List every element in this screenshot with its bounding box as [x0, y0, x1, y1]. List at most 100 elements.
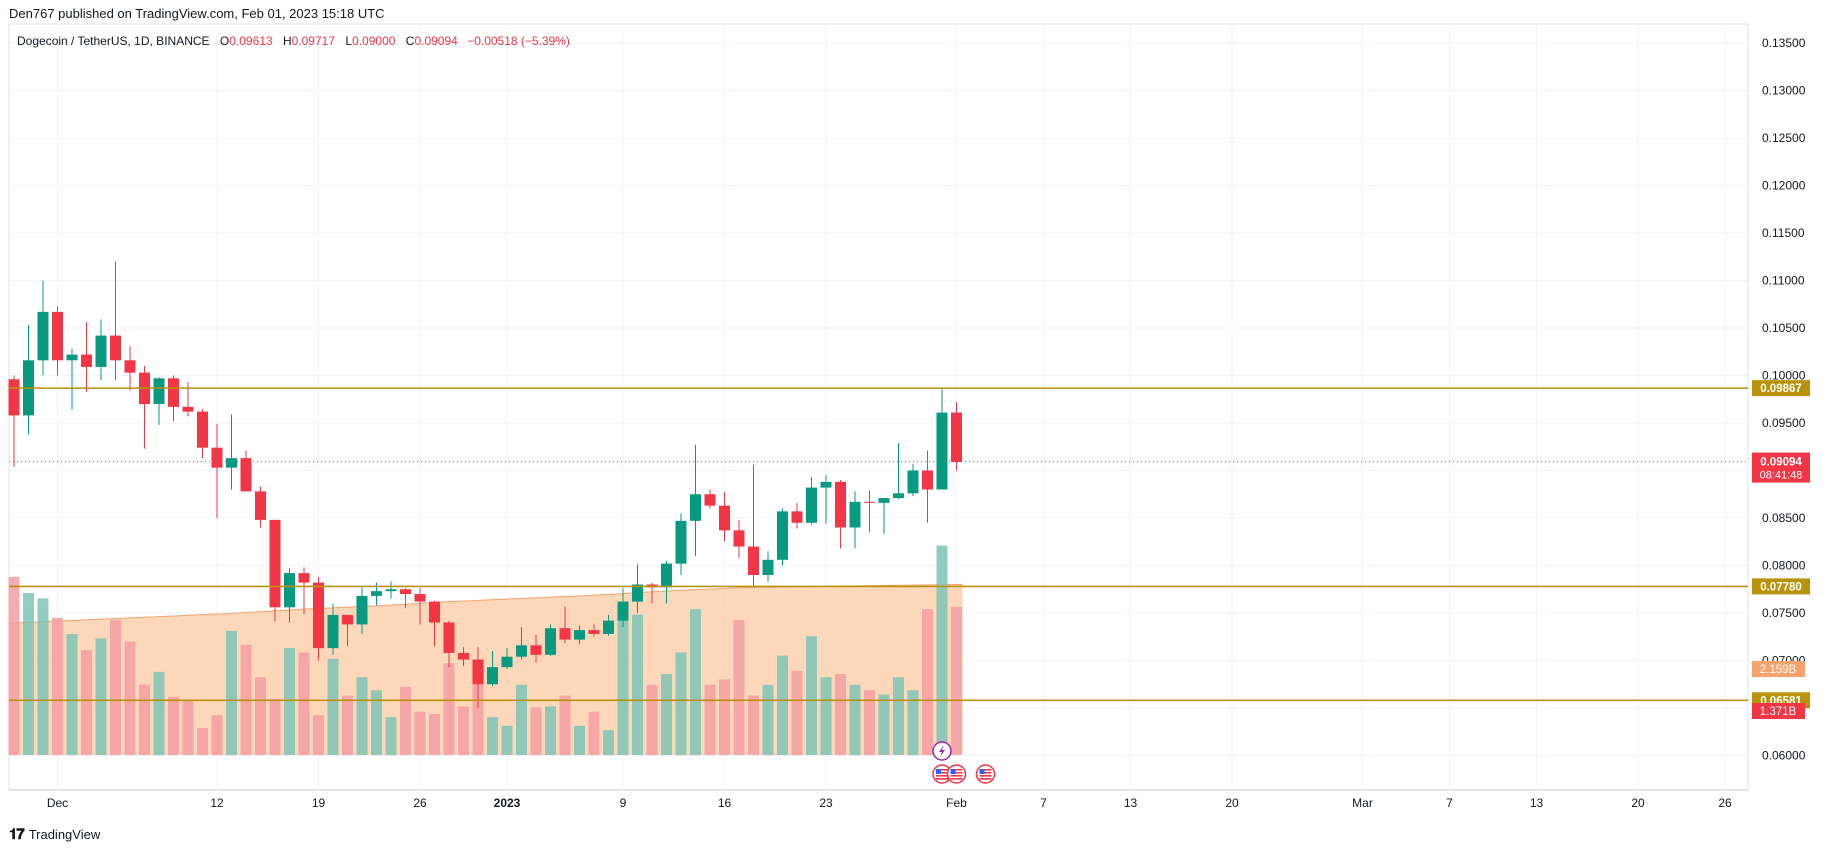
time-tick-label: 19: [312, 796, 326, 810]
candle-body: [936, 412, 948, 490]
flag-stripe: [936, 769, 948, 771]
candle-body: [240, 458, 252, 492]
candle-body: [342, 614, 353, 625]
horizontal-levels[interactable]: [9, 387, 1748, 702]
candle-body: [574, 630, 585, 640]
volume-bar: [23, 593, 34, 755]
symbol-name: Dogecoin / TetherUS, 1D, BINANCE: [17, 34, 210, 48]
candle-body: [124, 360, 136, 373]
candle-body: [907, 470, 919, 494]
volume-bar: [675, 652, 687, 755]
volume-bar: [458, 706, 469, 755]
volume-bar: [951, 606, 962, 755]
volume-bar: [124, 641, 136, 755]
high-value: 0.09717: [291, 34, 336, 48]
volume-bar: [806, 636, 817, 755]
candle-body: [226, 458, 237, 468]
low-value: 0.09000: [352, 34, 396, 48]
flag-canton: [936, 769, 941, 774]
time-tick-label: Mar: [1352, 796, 1373, 810]
flag-stripe: [936, 772, 948, 774]
time-tick-label: Feb: [946, 796, 967, 810]
level-price-tag: [1752, 578, 1810, 595]
time-tick-label: 16: [718, 796, 732, 810]
volume-bar: [719, 679, 730, 755]
candle-body: [690, 494, 701, 521]
time-tick-label: 12: [210, 796, 224, 810]
time-tick-label: 20: [1225, 796, 1239, 810]
candle-body: [385, 589, 397, 592]
volume-ma-text: 2.159B: [1760, 664, 1797, 676]
volume-bar: [81, 650, 92, 755]
volume-bar: [371, 690, 382, 755]
candle-body: [168, 378, 179, 407]
us-flag-icon[interactable]: [975, 764, 996, 784]
price-tick-label: 0.06000: [1762, 749, 1806, 763]
candle-body: [313, 582, 324, 649]
open-label: O: [219, 34, 230, 48]
volume-bar: [269, 698, 281, 755]
candle-body: [211, 447, 223, 468]
volume-bar: [704, 684, 716, 755]
time-tick-label: 7: [1040, 796, 1047, 810]
time-tick-label: 13: [1124, 796, 1138, 810]
candle-body: [719, 505, 730, 531]
volume-text: 1.371B: [1760, 706, 1797, 718]
candle-body: [530, 645, 542, 655]
volume-bar: [284, 648, 295, 755]
flag-stripe: [950, 778, 963, 780]
candle-body: [878, 498, 890, 503]
volume-bar: [922, 609, 933, 755]
level-price-text: 0.09867: [1760, 383, 1802, 395]
volume-bar: [864, 690, 875, 755]
flag-stripe: [936, 775, 948, 777]
volume-bar: [820, 677, 832, 755]
volume-bar: [936, 545, 948, 755]
us-flag-icon[interactable]: [946, 764, 967, 784]
volume-bar: [139, 684, 150, 755]
volume-bar: [849, 684, 861, 755]
lightning-icon[interactable]: [932, 741, 952, 761]
price-tick-label: 0.08500: [1762, 511, 1806, 525]
candle-body: [429, 601, 440, 623]
volume-ma-tag: [1752, 661, 1805, 677]
candle-body: [52, 311, 63, 361]
candle-body: [748, 546, 759, 575]
candle-body: [762, 559, 774, 575]
flag-stripe: [936, 778, 948, 780]
volume-bar: [327, 658, 339, 755]
volume-bar: [545, 706, 556, 755]
candle-body: [806, 487, 817, 523]
volume-bar: [385, 717, 397, 755]
time-tick-label: 20: [1631, 796, 1645, 810]
volume-tag: [1752, 703, 1805, 719]
candle-body: [37, 311, 49, 361]
volume-bar: [197, 728, 208, 755]
price-axis[interactable]: 0.13500 0.13000 0.12500 0.12000 0.11500 0.110…: [1762, 36, 1806, 763]
volume-bar: [211, 715, 223, 755]
time-axis[interactable]: Dec 12 19 26 2023 9 16 23 Feb 7 13 20 Mar 7 13 20 26: [9, 789, 1748, 810]
change-value: −0.00518 (−5.39%): [467, 34, 570, 48]
candle-body: [371, 591, 382, 596]
event-markers[interactable]: [932, 741, 996, 784]
volume-bar: [298, 652, 310, 755]
level-price-text: 0.07780: [1760, 581, 1802, 593]
candle-body: [356, 595, 368, 625]
volume-bar: [574, 725, 585, 755]
candle-body: [284, 573, 295, 608]
time-tick-label: 26: [1718, 796, 1732, 810]
volume-bar: [559, 695, 571, 755]
volume-bar: [617, 609, 629, 755]
time-tick-label: 2023: [494, 796, 521, 810]
volume-bar: [168, 696, 179, 755]
axis-price-labels: 0.098670.077800.065810.0909408:41:482.15…: [1752, 380, 1810, 719]
open-value: 0.09613: [229, 34, 273, 48]
flag-stripe: [979, 772, 992, 774]
price-tick-label: 0.11500: [1762, 226, 1805, 240]
candle-body: [81, 354, 92, 367]
footer-branding[interactable]: 𝟏𝟕 TradingView: [9, 826, 100, 843]
time-tick-label: 9: [620, 796, 627, 810]
price-tick-label: 0.07500: [1762, 606, 1806, 620]
candle-body: [675, 520, 687, 564]
